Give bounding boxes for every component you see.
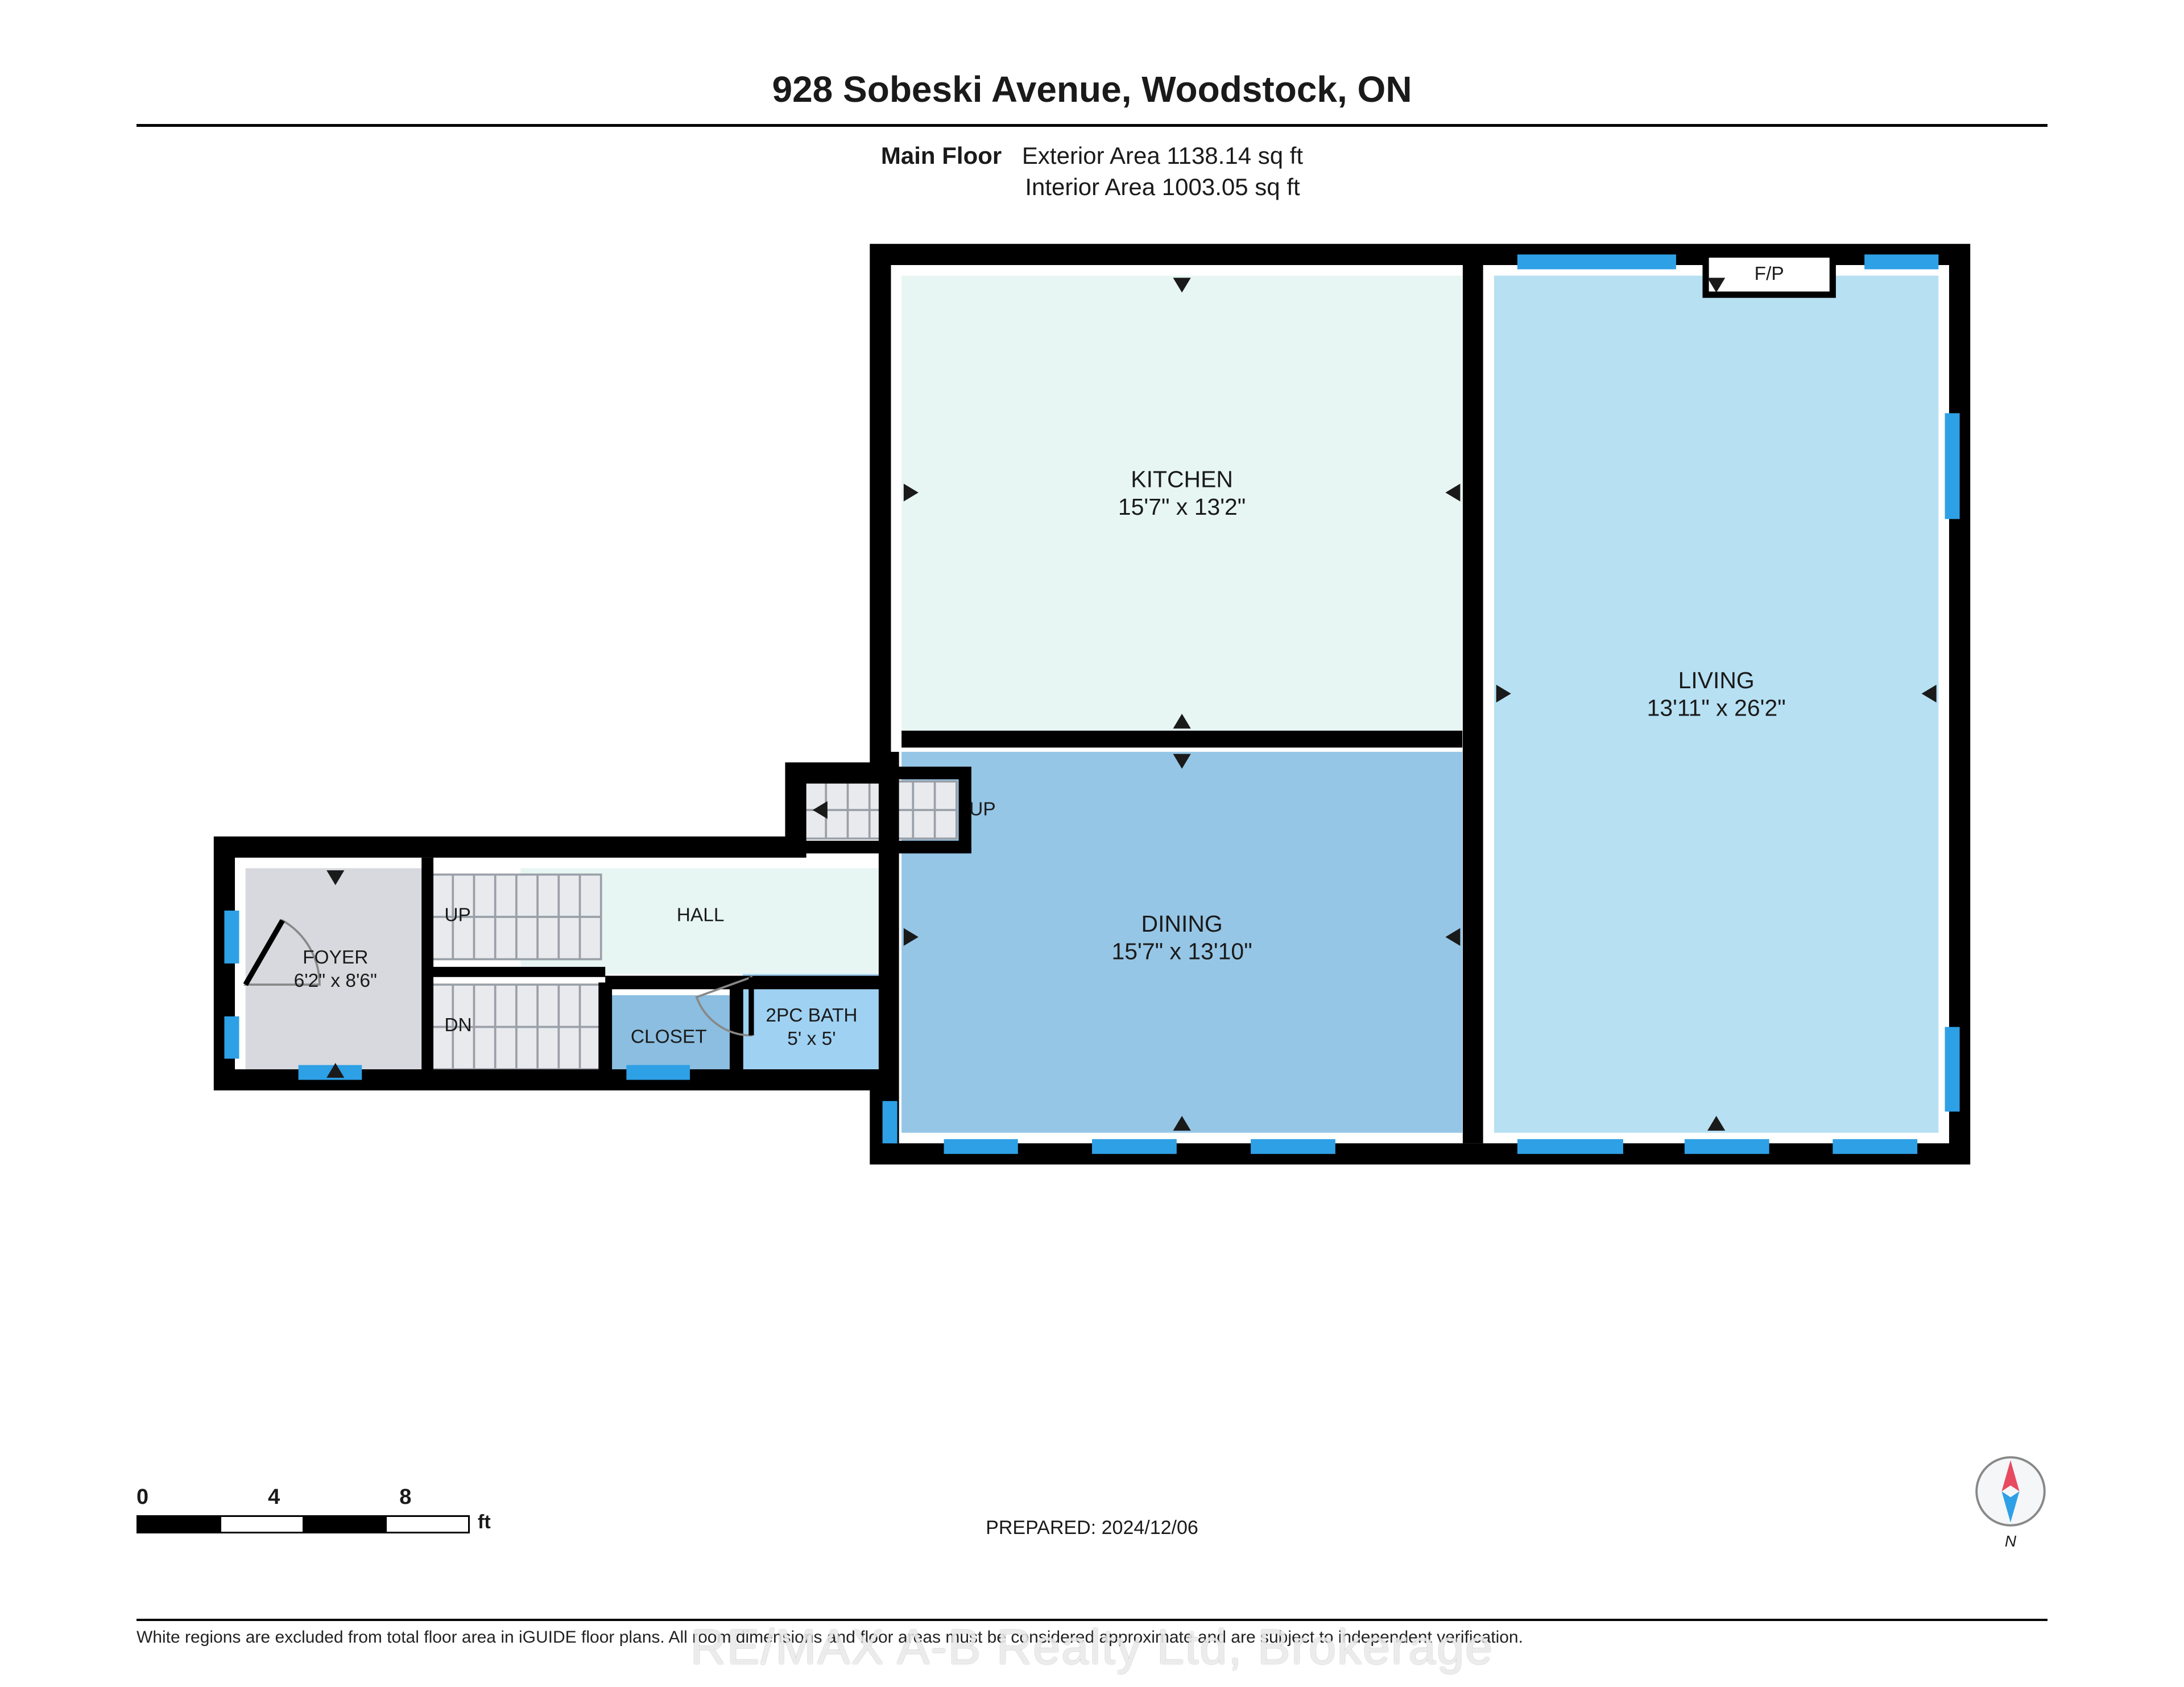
svg-text:F/P: F/P [1755,263,1784,284]
svg-text:DN: DN [444,1015,471,1036]
svg-text:KITCHEN: KITCHEN [1131,466,1233,493]
prepared-line: PREPARED: 2024/12/06 [136,1517,2048,1539]
footer: 0 4 8 ft PREPARED: 2024/12/06 N [136,1619,2048,1647]
svg-text:5' x 5': 5' x 5' [787,1028,835,1049]
footer-divider [136,1619,2048,1621]
svg-text:DINING: DINING [1141,911,1223,937]
compass-label: N [1974,1532,2048,1550]
scale-num-2: 8 [399,1485,411,1510]
compass-icon [1974,1454,2048,1528]
svg-text:15'7" x 13'2": 15'7" x 13'2" [1118,494,1246,520]
page: 928 Sobeski Avenue, Woodstock, ON Main F… [0,0,2184,1687]
svg-text:15'7" x 13'10": 15'7" x 13'10" [1112,938,1252,965]
scale-num-0: 0 [136,1485,148,1510]
svg-text:CLOSET: CLOSET [631,1027,707,1048]
svg-text:6'2" x 8'6": 6'2" x 8'6" [294,970,377,991]
floor-label: Main Floor [881,142,1002,169]
compass: N [1974,1454,2048,1550]
svg-text:2PC BATH: 2PC BATH [766,1005,857,1026]
disclaimer: White regions are excluded from total fl… [136,1628,2048,1647]
exterior-area: Exterior Area 1138.14 sq ft [1022,142,1303,169]
svg-text:13'11" x 26'2": 13'11" x 26'2" [1647,695,1786,721]
prepared-date: 2024/12/06 [1102,1517,1198,1539]
svg-text:UP: UP [969,799,996,820]
page-title: 928 Sobeski Avenue, Woodstock, ON [136,68,2048,110]
svg-text:UP: UP [444,905,471,926]
svg-text:LIVING: LIVING [1678,667,1755,693]
floor-plan-svg: KITCHEN15'7" x 13'2" LIVING13'11" x 26'2"… [182,237,2002,1204]
prepared-label: PREPARED: [986,1517,1101,1539]
svg-text:FOYER: FOYER [303,947,368,968]
scale-num-1: 4 [268,1485,280,1510]
floor-plan: KITCHEN15'7" x 13'2" LIVING13'11" x 26'2"… [136,237,2048,1317]
svg-text:HALL: HALL [677,905,725,926]
interior-area: Interior Area 1003.05 sq ft [1025,173,1300,200]
title-underline [136,124,2048,127]
area-summary: Main Floor Exterior Area 1138.14 sq ft M… [136,140,2048,202]
